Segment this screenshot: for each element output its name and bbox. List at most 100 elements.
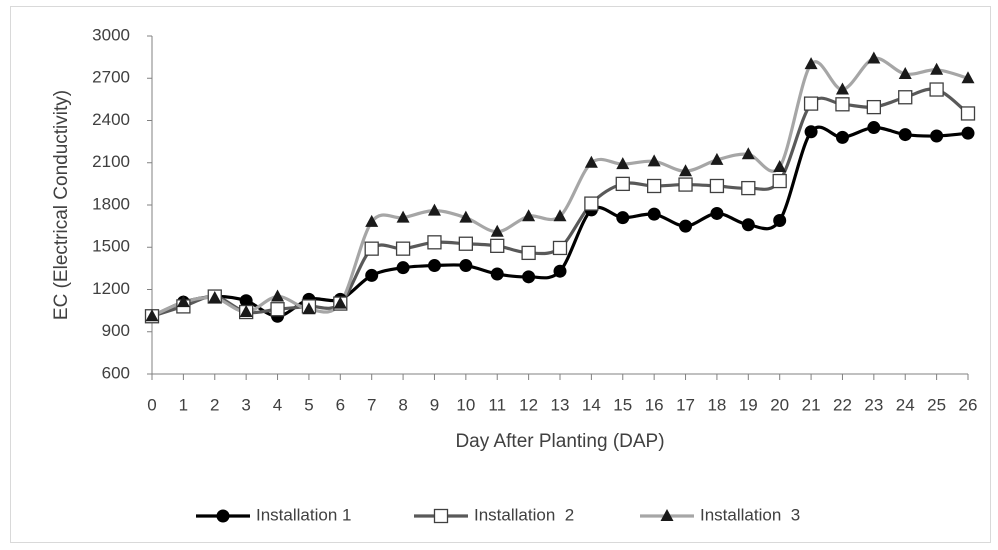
x-tick-label: 4 — [273, 395, 282, 414]
legend-marker — [433, 508, 449, 524]
data-point — [427, 203, 441, 216]
data-point — [741, 180, 756, 196]
data-point — [208, 290, 222, 303]
data-point — [647, 154, 661, 167]
data-point — [741, 147, 755, 160]
x-tick-label: 0 — [147, 395, 156, 414]
data-point — [647, 178, 662, 194]
data-point — [930, 62, 944, 75]
data-point — [773, 213, 787, 227]
data-point — [365, 214, 379, 227]
y-tick-label: 1500 — [92, 237, 130, 256]
data-point — [427, 235, 442, 250]
data-point — [427, 259, 441, 273]
data-point — [709, 178, 725, 194]
data-point — [395, 241, 411, 256]
y-tick-label: 2100 — [92, 152, 130, 171]
data-point — [302, 302, 316, 315]
x-tick-label: 16 — [645, 395, 664, 414]
data-point — [961, 71, 975, 84]
data-point — [804, 57, 818, 70]
x-tick-label: 7 — [367, 395, 376, 414]
data-point — [866, 99, 881, 115]
x-tick-label: 17 — [676, 395, 695, 414]
x-tick-label: 26 — [959, 395, 978, 414]
data-point — [396, 261, 410, 275]
y-axis-label: EC (Electrical Conductivity) — [51, 90, 72, 320]
data-point — [145, 309, 159, 322]
data-point — [647, 207, 661, 221]
data-point — [835, 97, 850, 112]
legend-label: Installation 1 — [256, 505, 351, 524]
x-tick-label: 23 — [864, 395, 883, 414]
data-point — [678, 177, 693, 192]
y-tick-label: 3000 — [92, 25, 130, 44]
x-tick-label: 8 — [398, 395, 407, 414]
x-tick-label: 13 — [551, 395, 570, 414]
data-point — [616, 211, 630, 225]
x-tick-label: 22 — [833, 395, 852, 414]
x-tick-label: 18 — [707, 395, 726, 414]
legend-label: Installation 2 — [474, 505, 574, 524]
x-tick-label: 3 — [241, 395, 250, 414]
data-point — [553, 264, 567, 278]
data-point — [615, 176, 630, 192]
x-tick-label: 25 — [927, 395, 946, 414]
data-point — [522, 209, 536, 222]
y-tick-label: 1800 — [92, 194, 130, 213]
y-tick-label: 2700 — [92, 68, 130, 87]
data-point — [804, 125, 818, 139]
data-point — [898, 90, 913, 105]
data-point — [271, 289, 285, 302]
data-point — [239, 294, 253, 308]
data-point — [803, 96, 819, 111]
data-point — [365, 268, 379, 282]
legend-label: Installation 3 — [700, 505, 800, 524]
x-tick-label: 11 — [488, 395, 506, 414]
x-tick-label: 6 — [336, 395, 345, 414]
data-point — [459, 210, 473, 223]
data-point — [522, 270, 536, 284]
data-point — [490, 224, 504, 237]
data-point — [490, 238, 505, 253]
data-point — [333, 296, 347, 309]
x-tick-label: 12 — [519, 395, 538, 414]
x-tick-label: 9 — [430, 395, 439, 414]
data-point — [584, 155, 598, 168]
data-point — [772, 173, 787, 189]
x-tick-label: 1 — [179, 395, 188, 414]
x-tick-label: 24 — [896, 395, 915, 414]
x-tick-label: 20 — [770, 395, 789, 414]
data-point — [459, 259, 473, 273]
x-axis-label: Day After Planting (DAP) — [455, 431, 664, 452]
y-tick-label: 600 — [102, 363, 130, 382]
data-point — [710, 206, 724, 220]
x-tick-label: 2 — [210, 395, 219, 414]
data-point — [961, 126, 975, 140]
data-point — [773, 159, 787, 172]
legend-marker — [216, 509, 230, 523]
legend-marker — [660, 509, 674, 521]
data-point — [867, 51, 881, 64]
data-point — [521, 245, 536, 261]
data-point — [679, 219, 693, 233]
data-point — [458, 236, 473, 251]
data-point — [929, 82, 944, 97]
y-tick-label: 900 — [102, 321, 130, 340]
x-tick-label: 19 — [739, 395, 758, 414]
data-point — [898, 67, 912, 80]
data-point — [396, 210, 410, 223]
x-tick-label: 10 — [456, 395, 475, 414]
x-tick-label: 21 — [802, 395, 821, 414]
x-tick-label: 14 — [582, 395, 601, 414]
data-point — [930, 129, 944, 143]
data-point — [741, 218, 755, 232]
data-point — [176, 295, 190, 308]
data-point — [239, 305, 253, 318]
data-point — [553, 209, 567, 222]
data-point — [867, 121, 881, 135]
y-tick-label: 2400 — [92, 110, 130, 129]
data-point — [679, 164, 693, 177]
